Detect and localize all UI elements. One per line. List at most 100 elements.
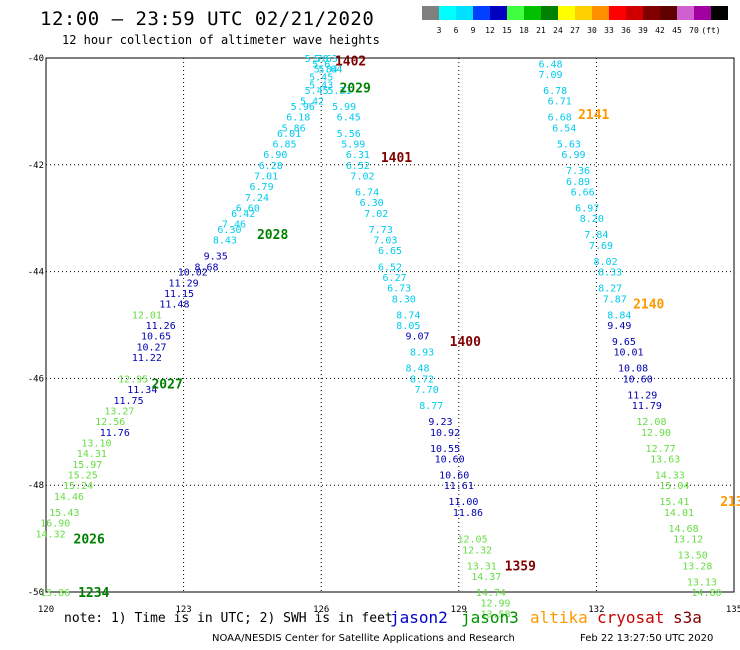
wave-height-value: 15.25 bbox=[68, 471, 98, 482]
scale-label: (ft) bbox=[701, 26, 721, 35]
wave-height-value: 5.63 bbox=[557, 139, 581, 150]
scale-swatch bbox=[456, 6, 473, 20]
scale-swatch bbox=[677, 6, 694, 20]
wave-height-value: 9.07 bbox=[405, 332, 429, 343]
wave-height-value: 5.84 bbox=[314, 65, 338, 76]
wave-height-value: 16.90 bbox=[40, 519, 70, 530]
wave-height-value: 8.72 bbox=[410, 374, 434, 385]
wave-height-value: 6.90 bbox=[263, 150, 287, 161]
wave-height-value: 11.75 bbox=[114, 396, 144, 407]
wave-height-value: 12.01 bbox=[132, 310, 162, 321]
wave-height-value: 14.33 bbox=[655, 471, 685, 482]
wave-height-value: 13.27 bbox=[104, 406, 134, 417]
wave-height-value: 11.48 bbox=[159, 300, 189, 311]
x-tick-label: 126 bbox=[313, 605, 329, 615]
scale-swatch bbox=[694, 6, 711, 20]
satellite-jason2: jason2 bbox=[390, 608, 448, 627]
track-time-label: 2140 bbox=[633, 298, 664, 313]
scale-label: 9 bbox=[470, 26, 476, 35]
wave-height-value: 5.86 bbox=[282, 123, 306, 134]
scale-label: 18 bbox=[519, 26, 529, 35]
wave-height-value: 6.48 bbox=[538, 59, 562, 70]
wave-height-value: 11.00 bbox=[448, 497, 478, 508]
wave-height-value: 11.86 bbox=[453, 508, 483, 519]
wave-height-value: 7.46 bbox=[222, 220, 246, 231]
wave-height-value: 13.13 bbox=[687, 577, 717, 588]
wave-height-value: 5.70 bbox=[305, 54, 329, 65]
y-tick-label: -42 bbox=[28, 161, 44, 171]
wave-height-value: 9.35 bbox=[204, 252, 228, 263]
wave-height-value: 7.36 bbox=[566, 166, 590, 177]
wave-height-value: 6.71 bbox=[548, 97, 572, 108]
wave-height-value: 6.18 bbox=[286, 113, 310, 124]
scale-label: 45 bbox=[672, 26, 682, 35]
wave-height-value: 6.52 bbox=[346, 161, 370, 172]
x-tick-label: 120 bbox=[38, 605, 54, 615]
track-time-label: 1402 bbox=[335, 55, 366, 70]
wave-height-value: 8.05 bbox=[396, 321, 420, 332]
wave-height-value: 7.70 bbox=[415, 385, 439, 396]
wave-height-value: 10.65 bbox=[141, 332, 171, 343]
wave-height-value: 14.37 bbox=[471, 572, 501, 583]
footnote: note: 1) Time is in UTC; 2) SWH is in fe… bbox=[64, 611, 393, 626]
track-time-label: 2029 bbox=[340, 81, 371, 96]
scale-swatch bbox=[524, 6, 541, 20]
wave-height-value: 12.56 bbox=[95, 417, 125, 428]
wave-height-value: 5.45 bbox=[305, 86, 329, 97]
wave-height-value: 7.01 bbox=[254, 171, 278, 182]
scale-swatch bbox=[711, 6, 728, 20]
wave-height-value: 7.02 bbox=[364, 209, 388, 220]
wave-height-value: 11.29 bbox=[627, 390, 657, 401]
wave-height-value: 9.65 bbox=[612, 337, 636, 348]
scale-swatch bbox=[439, 6, 456, 20]
scale-swatch bbox=[558, 6, 575, 20]
wave-height-value: 13.86 bbox=[40, 588, 70, 599]
wave-height-value: 10.01 bbox=[613, 348, 643, 359]
wave-height-value: 6.79 bbox=[250, 182, 274, 193]
wave-height-value: 5.6 bbox=[312, 59, 330, 70]
wave-height-value: 15.97 bbox=[72, 460, 102, 471]
wave-height-value: 7.87 bbox=[603, 294, 627, 305]
chart-title: 12:00 — 23:59 UTC 02/21/2020 bbox=[40, 8, 375, 30]
wave-height-value: 7.84 bbox=[584, 230, 608, 241]
wave-height-value: 7.02 bbox=[350, 171, 374, 182]
wave-height-value: 6.27 bbox=[383, 273, 407, 284]
scale-label: 27 bbox=[570, 26, 580, 35]
scale-label: 33 bbox=[604, 26, 614, 35]
wave-height-value: 5.45 bbox=[309, 73, 333, 84]
wave-height-value: 5.63 bbox=[314, 54, 338, 65]
wave-height-value: 6.31 bbox=[346, 150, 370, 161]
wave-height-value: 5.43 bbox=[309, 81, 333, 92]
grid-lines bbox=[45, 57, 735, 593]
scale-swatch bbox=[473, 6, 490, 20]
x-tick-label: 132 bbox=[588, 605, 604, 615]
scale-label: 39 bbox=[638, 26, 648, 35]
wave-height-value: 7.03 bbox=[373, 236, 397, 247]
wave-height-value: 6.45 bbox=[337, 113, 361, 124]
wave-height-value: 10.55 bbox=[430, 444, 460, 455]
wave-height-value: 11.22 bbox=[132, 353, 162, 364]
wave-height-value: 6.97 bbox=[575, 204, 599, 215]
wave-height-value: 10.60 bbox=[435, 455, 465, 466]
scale-swatch bbox=[626, 6, 643, 20]
satellite-jason3: jason3 bbox=[461, 608, 519, 627]
chart-subtitle: 12 hour collection of altimeter wave hei… bbox=[62, 33, 380, 47]
wave-height-value: 6.66 bbox=[571, 188, 595, 199]
wave-height-value: 6.54 bbox=[552, 123, 576, 134]
wave-height-value: 11.76 bbox=[100, 428, 130, 439]
scale-label: 3 bbox=[436, 26, 442, 35]
x-tick-label: 123 bbox=[175, 605, 191, 615]
scale-label: 70 bbox=[689, 26, 699, 35]
wave-height-value: 8.68 bbox=[194, 262, 218, 273]
wave-height-value: 13.28 bbox=[682, 561, 712, 572]
wave-height-value: 14.31 bbox=[77, 449, 107, 460]
wave-height-value: 9.49 bbox=[607, 321, 631, 332]
wave-height-value: 12.32 bbox=[462, 545, 492, 556]
wave-height-value: 6.78 bbox=[543, 86, 567, 97]
wave-height-value: 15.43 bbox=[49, 508, 79, 519]
wave-height-value: 8.02 bbox=[594, 257, 618, 268]
y-tick-label: -46 bbox=[28, 374, 44, 384]
wave-height-value: 9.23 bbox=[428, 417, 452, 428]
track-time-label: 1234 bbox=[78, 586, 109, 601]
